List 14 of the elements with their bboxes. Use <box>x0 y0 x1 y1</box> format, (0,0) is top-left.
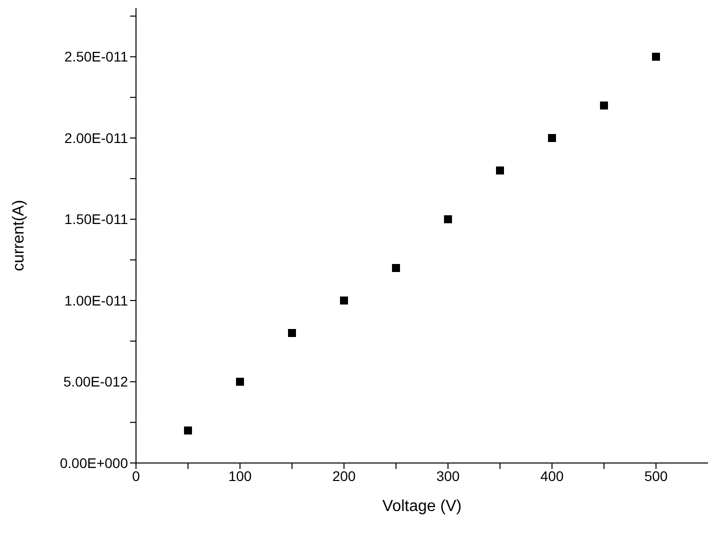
x-tick-label: 500 <box>644 468 668 484</box>
x-axis-title: Voltage (V) <box>382 498 462 515</box>
y-tick-label: 1.50E-011 <box>64 211 128 228</box>
x-tick-label: 300 <box>436 468 460 484</box>
y-tick-label: 0.00E+000 <box>60 454 128 471</box>
x-tick-label: 200 <box>332 468 356 484</box>
x-tick-label: 0 <box>132 468 140 484</box>
y-tick-label: 1.00E-011 <box>64 292 128 308</box>
x-tick-label: 400 <box>540 468 564 484</box>
y-tick-label: 5.00E-012 <box>63 374 128 390</box>
x-tick-label: 100 <box>228 468 252 484</box>
y-tick-label: 2.50E-011 <box>64 48 128 65</box>
y-axis-title: current(A) <box>10 200 28 272</box>
y-tick-label: 2.00E-011 <box>64 130 128 146</box>
